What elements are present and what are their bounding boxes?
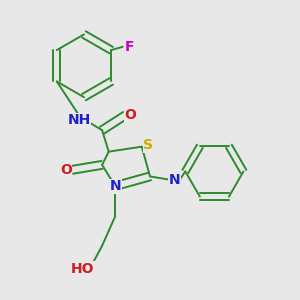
Text: O: O [124, 108, 136, 122]
Text: N: N [169, 173, 181, 187]
Text: O: O [60, 163, 72, 177]
Text: N: N [110, 179, 121, 193]
Text: NH: NH [68, 113, 91, 127]
Text: S: S [143, 138, 153, 152]
Text: F: F [124, 40, 134, 54]
Text: HO: HO [70, 262, 94, 276]
